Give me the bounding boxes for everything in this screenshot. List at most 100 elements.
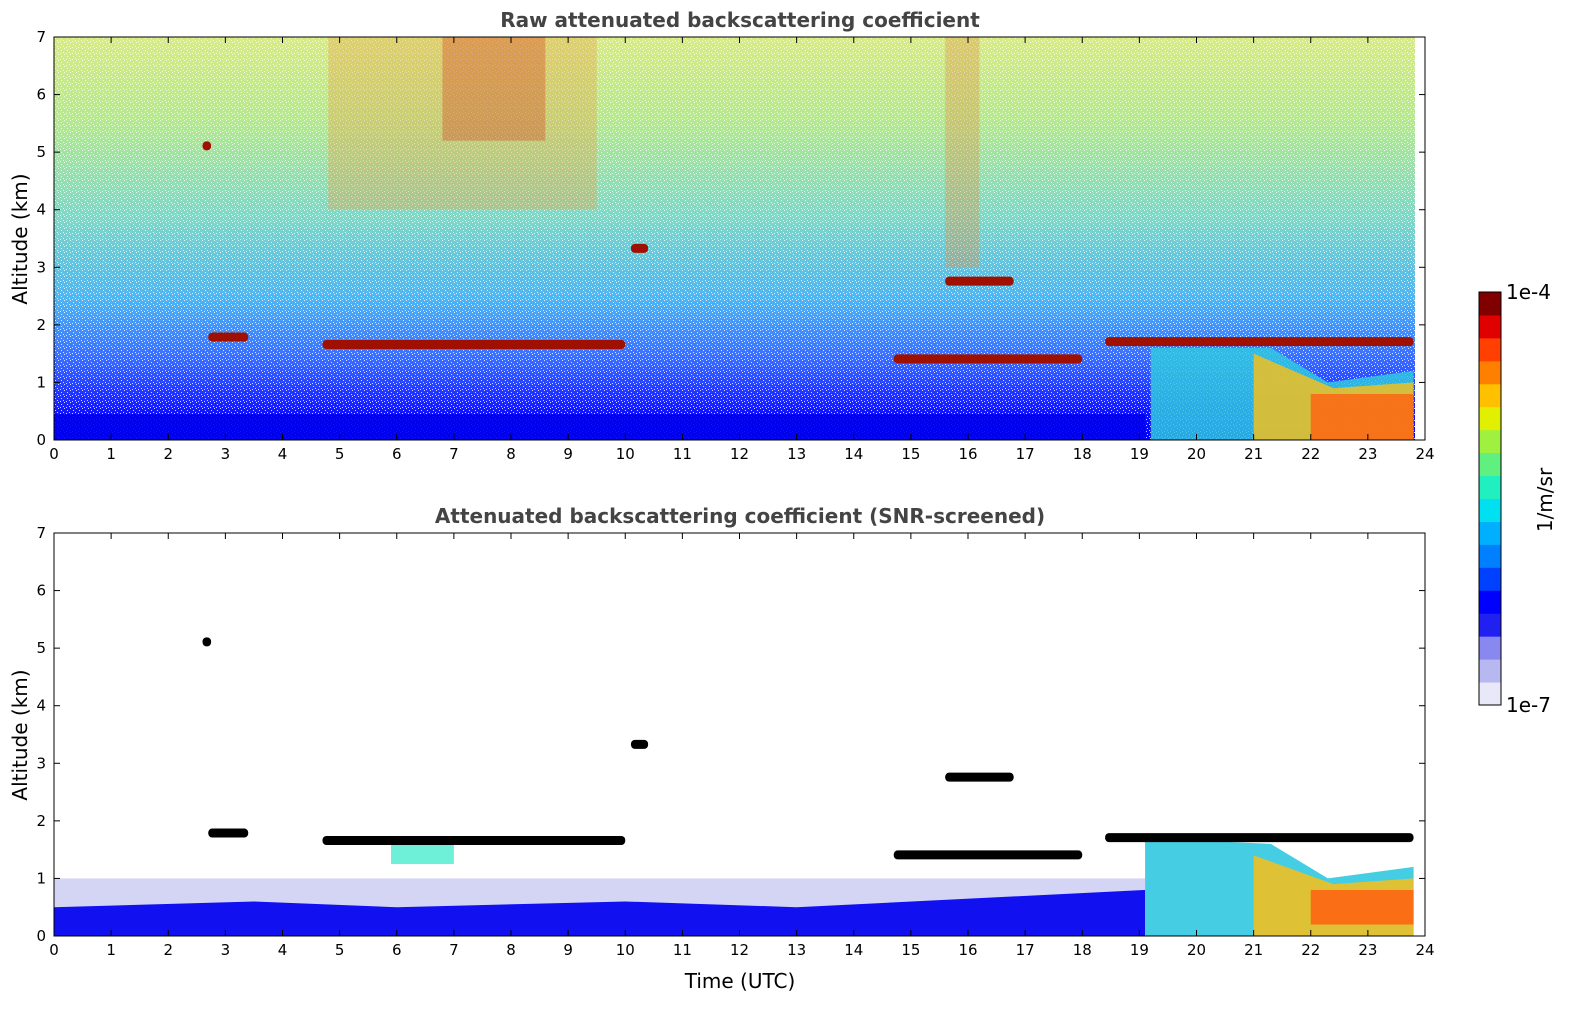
x-tick-label: 6 (392, 941, 402, 959)
snr-cloud-layer (322, 836, 626, 846)
x-tick-label: 14 (844, 445, 863, 463)
x-tick-label: 16 (958, 445, 977, 463)
x-tick-label: 7 (449, 445, 459, 463)
raw-cloud-layer (893, 354, 1083, 364)
x-tick-label: 17 (1016, 941, 1035, 959)
x-tick-label: 7 (449, 941, 459, 959)
raw-aerosol-core-dense (1310, 393, 1414, 440)
raw-noise-patch (945, 37, 980, 268)
y-tick-label: 4 (36, 201, 46, 219)
x-tick-label: 15 (901, 445, 920, 463)
raw-cloud-layer (1105, 337, 1414, 347)
raw-cloud-layer (630, 243, 649, 253)
raw-noise-patch (442, 37, 546, 141)
y-tick-label: 0 (36, 431, 46, 449)
snr-aerosol-core-dense (1310, 889, 1414, 925)
raw-plot-area (54, 37, 1415, 440)
x-tick-label: 6 (392, 445, 402, 463)
colorbar: 1e-4 1e-7 1/m/sr (1478, 280, 1557, 717)
y-tick-label: 2 (36, 812, 46, 830)
x-tick-label: 24 (1415, 941, 1434, 959)
x-tick-label: 13 (787, 941, 806, 959)
snr-cloud-layer (1105, 833, 1414, 843)
snr-cloud-layer (630, 739, 649, 749)
snr-plot-area (54, 637, 1414, 936)
x-tick-label: 12 (730, 445, 749, 463)
colorbar-frame (1478, 291, 1502, 706)
colorbar-step (1479, 406, 1501, 431)
snr-cloud-layer (893, 850, 1083, 860)
colorbar-step (1479, 636, 1501, 660)
x-tick-label: 5 (335, 941, 345, 959)
raw-panel-title: Raw attenuated backscattering coefficien… (500, 8, 980, 32)
x-tick-label: 19 (1130, 941, 1149, 959)
x-tick-label: 2 (163, 941, 173, 959)
x-tick-label: 15 (901, 941, 920, 959)
y-tick-label: 4 (36, 697, 46, 715)
x-tick-label: 18 (1073, 445, 1092, 463)
y-tick-label: 0 (36, 927, 46, 945)
y-tick-label: 2 (36, 316, 46, 334)
x-tick-label: 8 (506, 445, 516, 463)
x-tick-label: 11 (673, 445, 692, 463)
x-tick-label: 0 (49, 445, 59, 463)
x-tick-label: 17 (1016, 445, 1035, 463)
colorbar-step (1479, 292, 1501, 316)
colorbar-step (1479, 682, 1501, 706)
x-tick-label: 18 (1073, 941, 1092, 959)
x-tick-label: 20 (1187, 941, 1206, 959)
x-tick-label: 9 (563, 941, 573, 959)
raw-cloud-layer (322, 340, 626, 350)
raw-cloud-layer (945, 276, 1014, 286)
snr-panel: Attenuated backscattering coefficient (S… (8, 504, 1435, 993)
snr-x-ticks: 0 1 2 3 4 5 6 7 8 9 10 11 12 13 14 15 16 17 18 19 20 21 22 23 24 (49, 533, 1435, 959)
x-tick-label: 16 (958, 941, 977, 959)
x-tick-label: 10 (616, 445, 635, 463)
colorbar-step (1479, 383, 1501, 408)
y-tick-label: 1 (36, 869, 46, 887)
colorbar-step (1479, 498, 1501, 522)
raw-cloud-layer (202, 141, 212, 151)
colorbar-step (1479, 429, 1501, 454)
snr-cloud-layer (945, 772, 1014, 782)
x-tick-label: 1 (106, 445, 116, 463)
colorbar-step (1479, 544, 1501, 568)
x-tick-label: 19 (1130, 445, 1149, 463)
x-tick-label: 23 (1358, 445, 1377, 463)
x-tick-label: 14 (844, 941, 863, 959)
y-tick-label: 3 (36, 754, 46, 772)
x-tick-label: 13 (787, 445, 806, 463)
colorbar-steps (1479, 292, 1501, 706)
snr-y-ticks: 0 1 2 3 4 5 6 7 (36, 524, 1425, 945)
colorbar-step (1479, 659, 1501, 683)
x-tick-label: 22 (1301, 445, 1320, 463)
colorbar-step (1479, 314, 1501, 339)
x-tick-label: 22 (1301, 941, 1320, 959)
raw-panel: Raw attenuated backscattering coefficien… (8, 8, 1435, 463)
y-tick-label: 6 (36, 582, 46, 600)
raw-x-ticks: 0 1 2 3 4 5 6 7 8 9 10 11 12 13 14 15 16 17 18 19 20 21 22 23 24 (49, 37, 1435, 463)
snr-cloud-layer (202, 637, 212, 647)
snr-aerosol-patch (391, 843, 454, 865)
x-tick-label: 21 (1244, 941, 1263, 959)
x-tick-label: 21 (1244, 445, 1263, 463)
y-tick-label: 5 (36, 639, 46, 657)
raw-y-ticks: 0 1 2 3 4 5 6 7 (36, 28, 1425, 449)
x-tick-label: 4 (278, 445, 288, 463)
x-tick-label: 0 (49, 941, 59, 959)
x-tick-label: 11 (673, 941, 692, 959)
y-tick-label: 1 (36, 373, 46, 391)
y-tick-label: 6 (36, 86, 46, 104)
snr-y-axis-label: Altitude (km) (8, 669, 32, 800)
raw-y-axis-label: Altitude (km) (8, 173, 32, 304)
colorbar-unit-label: 1/m/sr (1533, 467, 1557, 532)
y-tick-label: 3 (36, 258, 46, 276)
snr-cloud-layer (208, 828, 249, 838)
colorbar-step (1479, 613, 1501, 637)
y-tick-label: 7 (36, 524, 46, 542)
x-tick-label: 12 (730, 941, 749, 959)
y-tick-label: 5 (36, 143, 46, 161)
colorbar-step (1479, 590, 1501, 614)
snr-panel-title: Attenuated backscattering coefficient (S… (435, 504, 1045, 528)
